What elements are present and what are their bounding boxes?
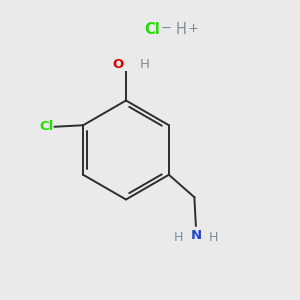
Text: N: N: [190, 229, 201, 242]
Text: H: H: [208, 230, 218, 244]
Text: +: +: [188, 22, 199, 35]
Text: H: H: [176, 22, 186, 38]
Text: O: O: [112, 58, 124, 70]
Text: −: −: [160, 22, 172, 35]
Text: H: H: [174, 230, 183, 244]
Text: Cl: Cl: [144, 22, 160, 38]
Text: Cl: Cl: [39, 120, 53, 133]
Text: H: H: [140, 58, 150, 70]
